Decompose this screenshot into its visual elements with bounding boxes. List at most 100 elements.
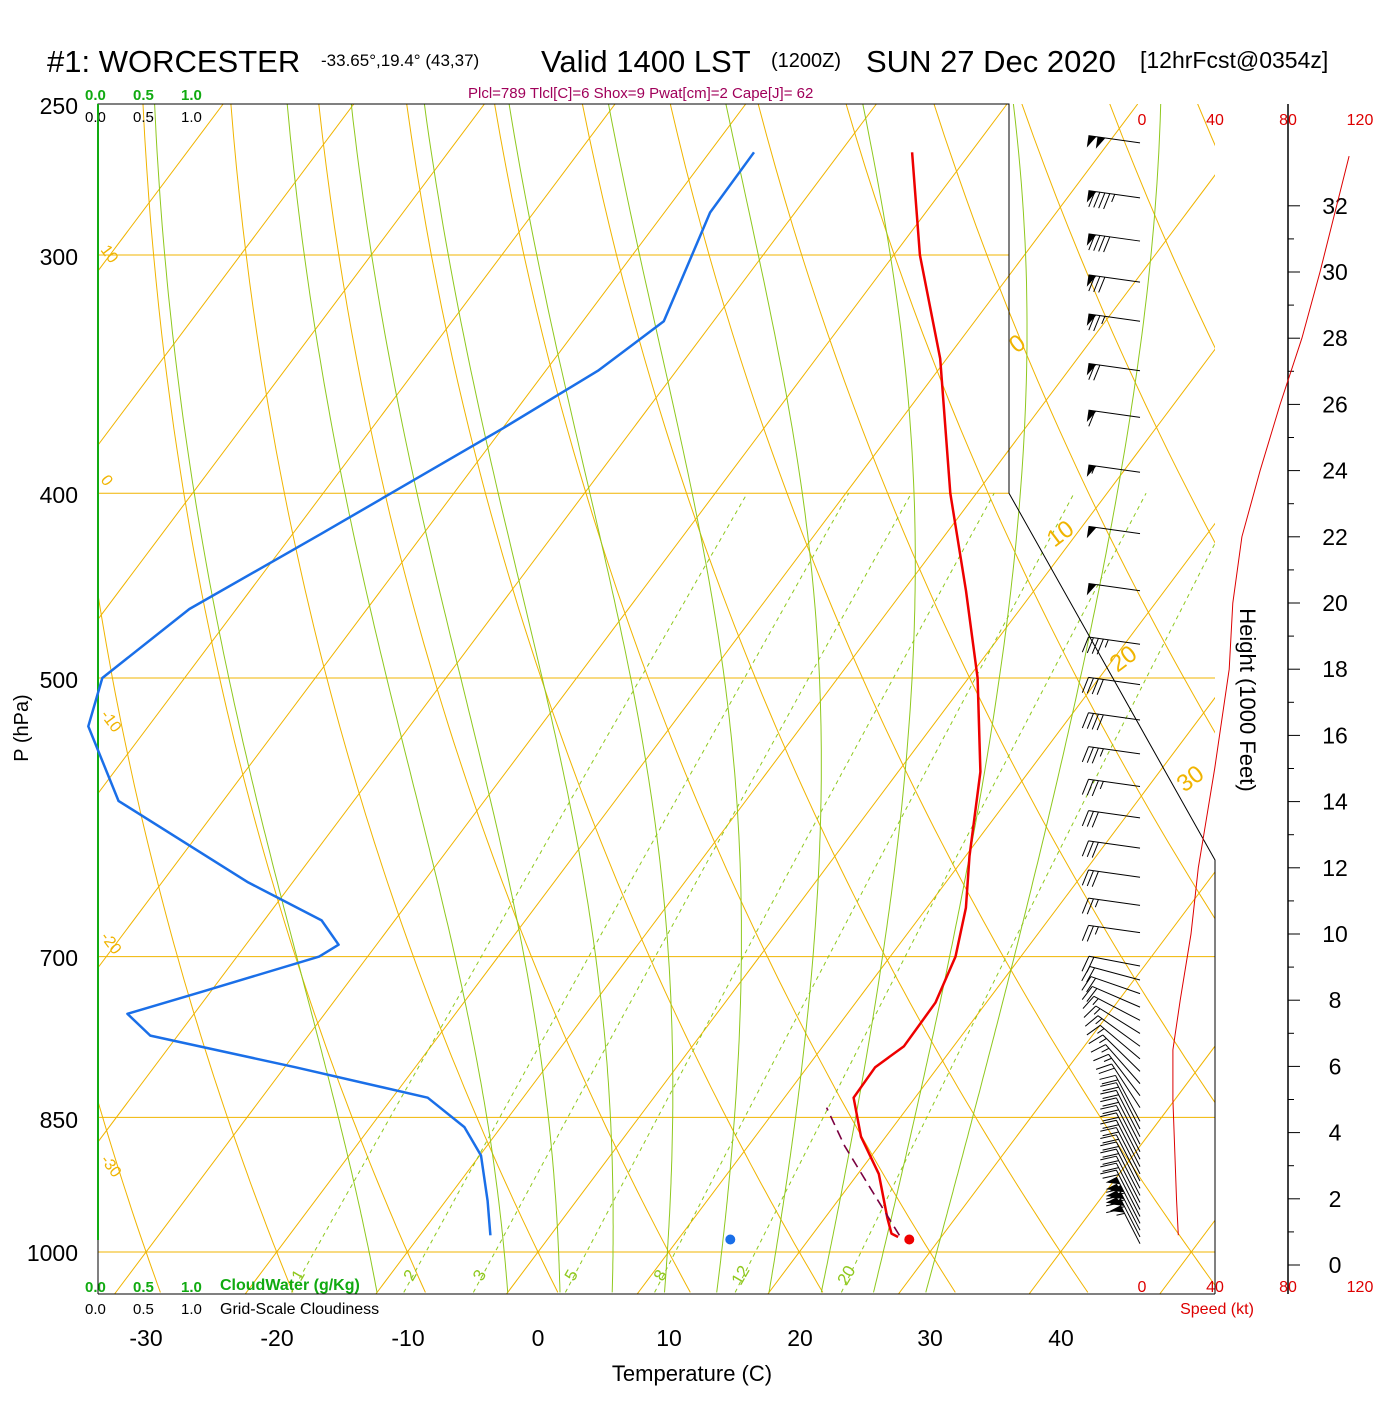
- wind-barb-staff: [1103, 1035, 1140, 1071]
- wind-barb-full: [1082, 925, 1088, 940]
- moist-adiabat: [821, 104, 915, 1292]
- dry-adiabat: [228, 70, 557, 1292]
- wind-barb-full: [1087, 811, 1093, 826]
- wind-barb: [1082, 713, 1140, 730]
- dry-adiabat: [576, 70, 1088, 1292]
- wind-barb-full: [1099, 236, 1105, 251]
- cloud-tick-green-top-0: 0.0: [85, 87, 106, 104]
- wind-barb-staff: [1116, 1075, 1140, 1121]
- dry-adiabat: [402, 70, 823, 1292]
- t-tick-label: -20: [260, 1325, 293, 1351]
- isotherm-label: 20: [1105, 640, 1143, 678]
- wind-barb-full: [1092, 871, 1098, 886]
- p-tick-label: 1000: [27, 1240, 78, 1266]
- wind-speed-profile-line: [1173, 156, 1349, 1235]
- wind-barb-full: [1082, 898, 1088, 913]
- moist-adiabat: [287, 104, 508, 1292]
- moist-adiabat: [424, 104, 613, 1292]
- height-tick-label: 18: [1322, 656, 1348, 682]
- t-tick-label: 10: [656, 1325, 682, 1351]
- wind-barb-full: [1087, 988, 1097, 1001]
- wind-barb-full: [1084, 1006, 1096, 1017]
- isotherm-line: [507, 104, 1400, 1294]
- height-tick-label: 26: [1322, 391, 1348, 417]
- dry-adiabat: [1184, 70, 1400, 1292]
- p-tick-label: 700: [40, 945, 78, 971]
- wind-barb: [1082, 811, 1140, 828]
- wind-barb: [1087, 465, 1140, 477]
- height-tick-label: 22: [1322, 524, 1348, 550]
- p-tick-label: 850: [40, 1107, 78, 1133]
- isotherm-label: -30: [97, 1152, 125, 1181]
- wind-barb-full: [1104, 237, 1110, 252]
- mixing-ratio-label: 8: [650, 1266, 671, 1284]
- wind-barb-half: [1095, 900, 1098, 908]
- moist-adiabat: [926, 104, 1161, 1292]
- wind-barb-half: [1100, 749, 1103, 757]
- wind-barb-staff: [1089, 363, 1140, 370]
- wind-barb: [1082, 967, 1140, 983]
- wind-barb-full: [1085, 1016, 1098, 1027]
- speed-tick-top: 0: [1138, 112, 1147, 129]
- wind-barb-half: [1099, 1038, 1106, 1042]
- p-tick-label: 400: [40, 482, 78, 508]
- mixing-ratio-line: [565, 493, 994, 1292]
- height-tick-label: 30: [1322, 259, 1348, 285]
- mixing-ratio-label: 20: [834, 1262, 860, 1288]
- wind-barb: [1087, 526, 1140, 538]
- height-tick-label: 8: [1329, 987, 1342, 1013]
- cloud-tick-green-bottom-1: 0.5: [133, 1279, 154, 1296]
- wind-barb: [1087, 410, 1140, 426]
- wind-barb: [1085, 1016, 1140, 1047]
- wind-barb-full: [1082, 986, 1092, 999]
- cloud-tick-black-bottom-2: 1.0: [181, 1301, 202, 1318]
- wind-barb-staff: [1116, 1105, 1140, 1151]
- cloud-tick-black-bottom-1: 0.5: [133, 1301, 154, 1318]
- isotherm-line: [376, 104, 1269, 1294]
- height-tick-label: 24: [1322, 458, 1348, 484]
- wind-barb-half: [1093, 999, 1098, 1005]
- mixing-ratio-label: 12: [728, 1262, 754, 1288]
- wind-barb-full: [1083, 996, 1094, 1008]
- isotherm-line: [0, 104, 615, 1294]
- moist-adiabat: [155, 104, 377, 1292]
- t-tick-label: 30: [917, 1325, 943, 1351]
- wind-barb-staff: [1116, 1142, 1140, 1188]
- t-tick-label: 20: [787, 1325, 813, 1351]
- forecast-tag: [12hrFcst@0354z]: [1140, 47, 1328, 73]
- temperature-axis: -30 -20 -10 0 10 20 30 40: [129, 1325, 1073, 1351]
- wind-barb-pennant: [1106, 1177, 1120, 1184]
- wind-barb-full: [1093, 1054, 1108, 1060]
- moist-adiabat: [726, 104, 821, 1292]
- wind-barb: [1082, 956, 1140, 972]
- speed-tick-bottom: 120: [1347, 1279, 1374, 1296]
- surface-dewpoint-marker: [725, 1234, 735, 1244]
- wind-barb: [1087, 275, 1140, 293]
- dry-adiabat: [750, 70, 1353, 1292]
- wind-barb-full: [1094, 365, 1100, 380]
- wind-barb: [1087, 234, 1140, 252]
- moist-adiabat: [609, 104, 742, 1292]
- t-tick-label: -30: [129, 1325, 162, 1351]
- isotherm-label: 0: [97, 472, 116, 489]
- wind-barb-full: [1099, 193, 1105, 208]
- cloud-tick-green-bottom-0: 0.0: [85, 1279, 106, 1296]
- height-tick-label: 4: [1329, 1120, 1342, 1146]
- dry-adiabat: [142, 70, 426, 1292]
- mixing-ratio-line: [292, 493, 748, 1292]
- wind-barb-full: [1100, 1163, 1116, 1167]
- cloud-tick-green-bottom-2: 1.0: [181, 1279, 202, 1296]
- surface-temperature-marker: [904, 1234, 914, 1244]
- mixing-ratio-line: [735, 493, 1146, 1292]
- wind-barb-staff: [1116, 1113, 1140, 1159]
- cloud-tick-black-top-1: 0.5: [133, 109, 154, 126]
- wind-barb-full: [1097, 715, 1103, 730]
- utc-time: (1200Z): [771, 50, 841, 72]
- station-coords: -33.65°,19.4° (43,37): [321, 51, 479, 70]
- wind-barb: [1087, 363, 1140, 380]
- speed-tick-top: 80: [1279, 112, 1297, 129]
- wind-barb-full: [1087, 926, 1093, 941]
- cloud-tick-black-top-0: 0.0: [85, 109, 106, 126]
- cloudiness-label: Grid-Scale Cloudiness: [220, 1301, 379, 1318]
